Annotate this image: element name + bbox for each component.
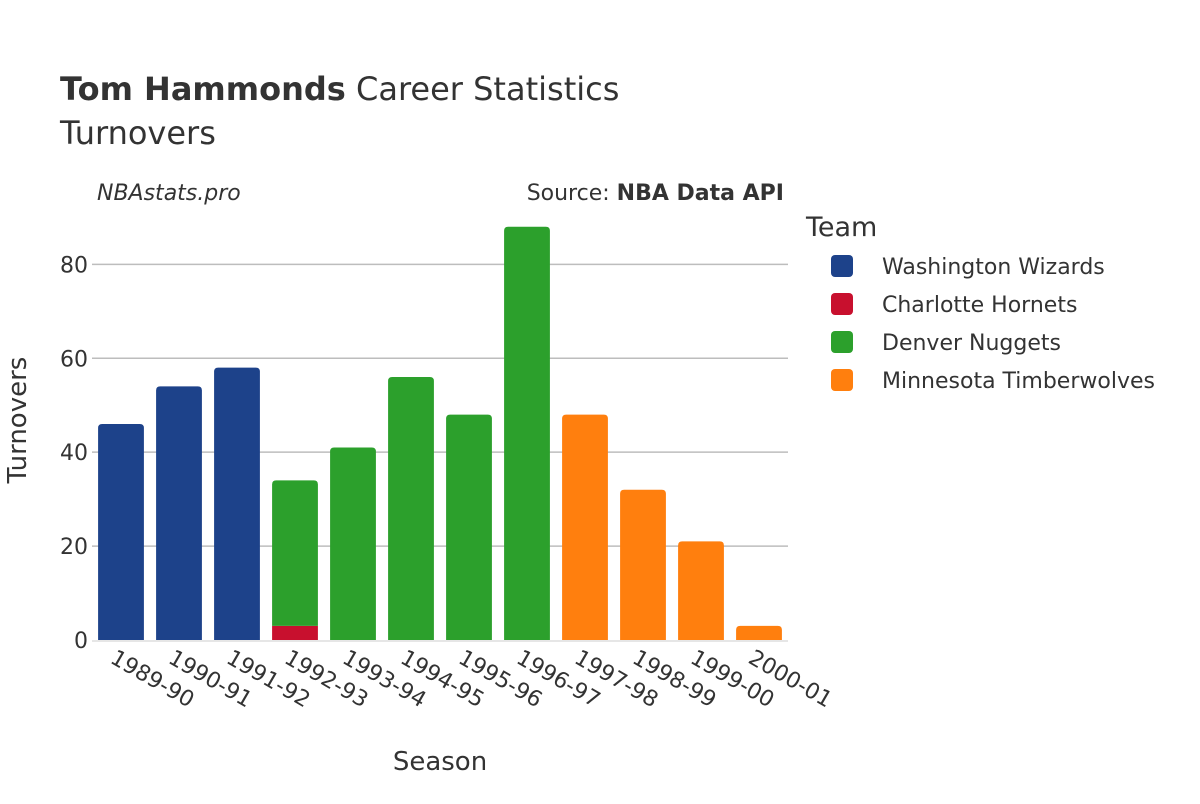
bar-1996-97-denver-nuggets — [504, 226, 550, 641]
gridlines — [92, 263, 788, 642]
legend-swatch — [831, 369, 853, 391]
legend-title: Team — [805, 212, 877, 243]
bar-1993-94-denver-nuggets — [330, 447, 376, 640]
y-tick-label: 20 — [60, 535, 88, 560]
chart-title-suffix: Career Statistics — [346, 70, 620, 108]
y-tick-label: 40 — [60, 441, 88, 466]
bar-1992-93-denver-nuggets — [272, 480, 318, 626]
legend-item: Washington Wizards — [831, 255, 1105, 280]
bar-1991-92-washington-wizards — [214, 367, 260, 640]
legend-label: Charlotte Hornets — [882, 293, 1077, 318]
legend-swatch — [831, 293, 853, 315]
y-tick-label: 0 — [74, 629, 88, 654]
bar-1995-96-denver-nuggets — [446, 414, 492, 640]
x-axis-title: Season — [393, 747, 487, 777]
bar-1994-95-denver-nuggets — [388, 377, 434, 640]
bar-1990-91-washington-wizards — [156, 386, 202, 640]
bar-2000-01-minnesota-timberwolves — [736, 625, 782, 640]
legend-item: Denver Nuggets — [831, 331, 1061, 356]
legend-swatch — [831, 255, 853, 277]
y-axis-title: Turnovers — [3, 357, 33, 485]
y-tick-label: 60 — [60, 347, 88, 372]
chart-title-player: Tom Hammonds — [60, 70, 346, 108]
chart-title: Tom Hammonds Career Statistics — [60, 70, 619, 108]
y-tick-labels: 0 20 40 60 80 — [60, 253, 88, 654]
legend-swatch — [831, 331, 853, 353]
source-name: NBA Data API — [617, 181, 784, 206]
legend-label: Minnesota Timberwolves — [882, 369, 1155, 394]
x-tick-labels: 1989-901990-911991-921992-931993-941994-… — [106, 646, 836, 714]
y-tick-label: 80 — [60, 253, 88, 278]
bar-1997-98-minnesota-timberwolves — [562, 414, 608, 640]
bar-1989-90-washington-wizards — [98, 424, 144, 640]
source-credit: Source: NBA Data API — [527, 181, 784, 206]
chart-subtitle: Turnovers — [59, 114, 216, 152]
legend: Washington Wizards Charlotte Hornets Denve… — [831, 255, 1155, 394]
legend-item: Charlotte Hornets — [831, 293, 1077, 318]
watermark: NBAstats.pro — [97, 181, 241, 206]
source-prefix: Source: — [527, 181, 617, 206]
bar-1992-93-charlotte-hornets — [272, 625, 318, 640]
legend-label: Washington Wizards — [882, 255, 1105, 280]
bar-1998-99-minnesota-timberwolves — [620, 489, 666, 640]
bars — [98, 226, 782, 641]
bar-1999-00-minnesota-timberwolves — [678, 541, 724, 640]
legend-item: Minnesota Timberwolves — [831, 369, 1155, 394]
legend-label: Denver Nuggets — [882, 331, 1061, 356]
